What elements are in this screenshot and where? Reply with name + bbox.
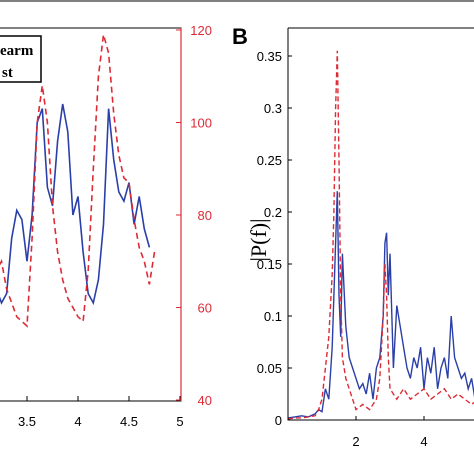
panel-a-x-tick-label: 5 — [176, 414, 183, 429]
panel-b-series-line-2 — [287, 50, 474, 420]
panel-b-y-axis-label: |P(f)| — [246, 218, 271, 261]
panel-a-x-tick-label: 4.5 — [120, 414, 138, 429]
panel-b-y-tick-label: 0.15 — [257, 257, 282, 272]
panel-a-x-ticks: 3.5 4 4.5 5 — [18, 396, 184, 429]
panel-a-frame — [0, 27, 182, 402]
panel-b-label: B — [232, 24, 248, 49]
legend: earm st — [0, 35, 42, 83]
panel-a-series-group — [0, 34, 156, 328]
panel-a: 3.5 4 4.5 5 40 60 80 100 120 earm st — [0, 23, 212, 429]
panel-b-series-line-1 — [287, 191, 474, 419]
panel-b-series-group — [287, 50, 474, 420]
panel-b-x-tick-label: 4 — [420, 434, 427, 449]
panel-a-right-ticks: 40 60 80 100 120 — [176, 23, 212, 408]
panel-b-axes — [287, 28, 474, 421]
panel-a-right-tick-label: 80 — [198, 208, 212, 223]
panel-b-y-ticks: 0 0.05 0.1 0.15 0.2 0.25 0.3 0.35 — [257, 49, 292, 428]
panel-a-series-line-1 — [0, 103, 151, 306]
panel-b-x-tick-label: 2 — [352, 434, 359, 449]
panel-b-y-tick-label: 0.25 — [257, 153, 282, 168]
panel-b-y-tick-label: 0.35 — [257, 49, 282, 64]
panel-a-x-tick-label: 3.5 — [18, 414, 36, 429]
panel-a-x-tick-label: 4 — [74, 414, 81, 429]
panel-a-right-tick-label: 100 — [190, 116, 212, 131]
panel-b-y-tick-label: 0.2 — [264, 205, 282, 220]
panel-b-y-tick-label: 0.1 — [264, 309, 282, 324]
legend-entry-1: earm — [0, 43, 34, 59]
panel-b-y-tick-label: 0 — [275, 413, 282, 428]
legend-entry-2: st — [2, 65, 13, 81]
panel-a-right-tick-label: 40 — [198, 393, 212, 408]
panel-b-y-tick-label: 0.3 — [264, 101, 282, 116]
panel-a-series-line-2 — [0, 34, 156, 328]
legend-box — [0, 35, 42, 83]
panel-a-right-tick-label: 60 — [198, 301, 212, 316]
panel-a-right-tick-label: 120 — [190, 23, 212, 38]
panel-b-y-tick-label: 0.05 — [257, 361, 282, 376]
